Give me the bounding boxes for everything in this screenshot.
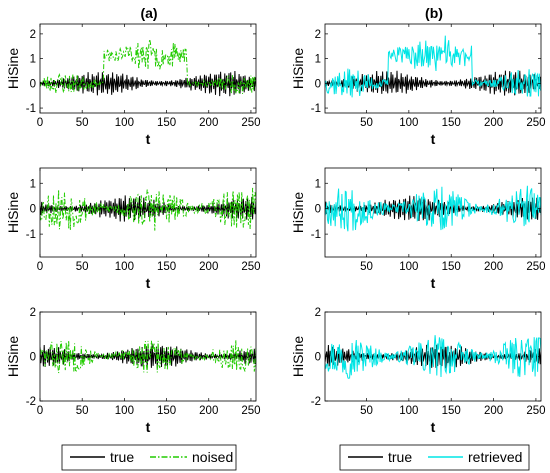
- x-tick-label: 50: [76, 405, 89, 417]
- legend-b: true retrieved: [339, 444, 530, 471]
- series-noised-line: [40, 187, 256, 231]
- y-tick-label: 1: [315, 54, 321, 66]
- y-tick-label: 0: [30, 204, 36, 216]
- x-axis-label: t: [431, 131, 436, 147]
- x-tick-label: 100: [399, 261, 418, 273]
- legend-a: true noised: [61, 444, 237, 471]
- legend-a-noised-label: noised: [192, 449, 233, 465]
- y-axis-label: HiSine: [290, 48, 306, 89]
- x-tick-label: 0: [37, 117, 43, 129]
- y-tick-label: -1: [311, 229, 321, 241]
- x-tick-label: 0: [37, 261, 43, 273]
- axes-frame: [39, 167, 257, 258]
- x-tick-label: 50: [76, 261, 89, 273]
- legend-a-true-label: true: [110, 449, 134, 465]
- x-tick-label: 100: [115, 117, 134, 129]
- y-tick-label: 1: [30, 178, 36, 190]
- x-tick-label: 150: [157, 405, 176, 417]
- series-retrieved-line: [325, 185, 541, 232]
- x-tick-label: 200: [199, 405, 218, 417]
- y-tick-label: -2: [26, 396, 36, 408]
- y-tick-label: 1: [30, 54, 36, 66]
- x-axis-label: t: [431, 275, 436, 291]
- x-axis-label: t: [431, 419, 436, 435]
- plot-area: [325, 24, 541, 113]
- y-tick-label: 0: [315, 204, 321, 216]
- x-tick-label: 250: [241, 405, 260, 417]
- y-tick-label: 2: [30, 307, 36, 319]
- series-retrieved-line: [325, 335, 541, 379]
- y-axis-label: HiSine: [290, 192, 306, 233]
- panel-r2-a: 0 50 100 150 200 250 -1 0 1 t HiSine: [5, 167, 261, 291]
- x-tick-label: 250: [241, 117, 260, 129]
- series-retrieved-line: [325, 35, 541, 98]
- x-tick-label: 100: [399, 117, 418, 129]
- x-tick-label: 250: [526, 117, 545, 129]
- series-true-line: [325, 195, 541, 222]
- x-tick-label: 50: [360, 261, 373, 273]
- x-tick-label: 200: [199, 117, 218, 129]
- column-a-title: (a): [140, 5, 157, 21]
- y-axis-label: HiSine: [5, 192, 21, 233]
- x-tick-label: 50: [360, 117, 373, 129]
- x-axis-label: t: [146, 419, 151, 435]
- y-axis-label: HiSine: [290, 336, 306, 377]
- x-tick-label: 250: [241, 261, 260, 273]
- x-tick-label: 100: [399, 405, 418, 417]
- x-axis-label: t: [146, 275, 151, 291]
- y-tick-label: 2: [30, 29, 36, 41]
- y-tick-label: -1: [26, 103, 36, 115]
- axes-frame: [39, 23, 257, 114]
- x-tick-label: 200: [484, 117, 503, 129]
- y-tick-label: 0: [315, 78, 321, 90]
- column-b-title: (b): [425, 5, 443, 21]
- x-tick-label: 150: [442, 405, 461, 417]
- y-tick-label: 0: [30, 352, 36, 364]
- x-tick-label: 0: [37, 405, 43, 417]
- x-tick-label: 250: [526, 405, 545, 417]
- x-tick-label: 250: [526, 261, 545, 273]
- y-tick-label: -1: [311, 103, 321, 115]
- series-noised-line: [40, 339, 256, 374]
- x-tick-label: 150: [442, 117, 461, 129]
- y-tick-label: 0: [315, 352, 321, 364]
- y-tick-label: -1: [26, 229, 36, 241]
- panel-r2-b: 50 100 150 200 250 -1 0 1 t HiSine: [290, 167, 546, 291]
- y-tick-label: 2: [315, 307, 321, 319]
- x-tick-label: 150: [157, 117, 176, 129]
- series-noised-line: [40, 39, 256, 94]
- x-tick-label: 100: [115, 405, 134, 417]
- x-tick-label: 200: [199, 261, 218, 273]
- x-tick-label: 200: [484, 261, 503, 273]
- y-tick-label: -2: [311, 396, 321, 408]
- x-tick-label: 50: [76, 117, 89, 129]
- panel-r3-b: 50 100 150 200 250 -2 0 2 t HiSine: [290, 307, 546, 435]
- y-axis-label: HiSine: [5, 336, 21, 377]
- axes-frame: [324, 167, 542, 258]
- y-axis-label: HiSine: [5, 48, 21, 89]
- legend-b-true-label: true: [388, 449, 412, 465]
- x-tick-label: 50: [360, 405, 373, 417]
- x-tick-label: 150: [442, 261, 461, 273]
- x-axis-label: t: [146, 131, 151, 147]
- y-tick-label: 1: [315, 178, 321, 190]
- y-tick-label: 2: [315, 29, 321, 41]
- y-tick-label: 0: [30, 78, 36, 90]
- x-tick-label: 100: [115, 261, 134, 273]
- panel-r1-b: 50 100 150 200 250 -1 0 1 2 t HiSine: [290, 23, 546, 147]
- x-tick-label: 200: [484, 405, 503, 417]
- x-tick-label: 150: [157, 261, 176, 273]
- axes-frame: [324, 23, 542, 114]
- legend-b-retrieved-label: retrieved: [468, 449, 522, 465]
